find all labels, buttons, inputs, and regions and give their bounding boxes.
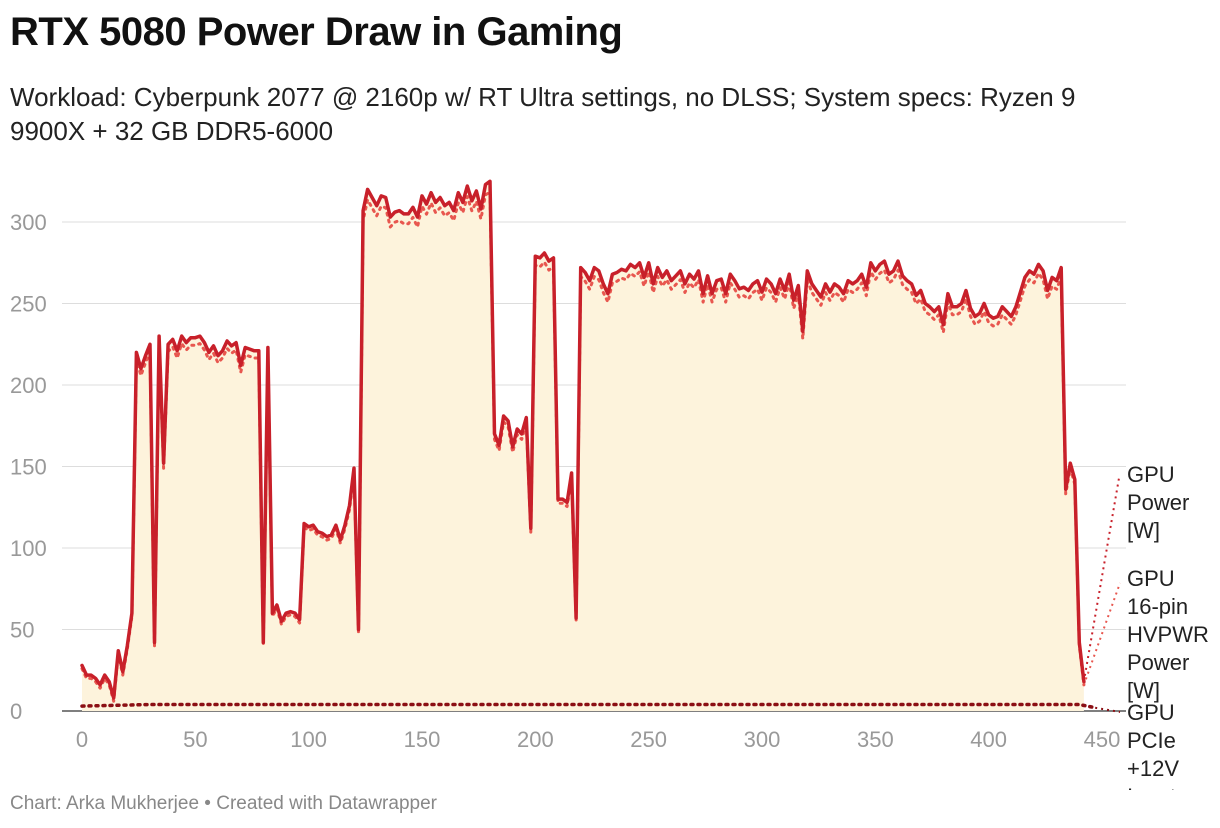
footer-credit: Chart: Arka Mukherjee xyxy=(10,793,200,814)
x-tick-label-0: 0 xyxy=(76,727,88,752)
y-tick-label-200: 200 xyxy=(10,373,47,398)
series-line-hvpwr-power xyxy=(80,190,1086,703)
y-tick-label-250: 250 xyxy=(10,292,47,317)
leader-pcie-power xyxy=(1095,706,1121,713)
x-tick-label-200: 200 xyxy=(517,727,554,752)
x-tick-label-450: 450 xyxy=(1084,727,1121,752)
area-fill xyxy=(82,181,1084,712)
series-line-pcie-power xyxy=(80,702,1097,710)
y-axis-labels: 0 50 100 150 200 250 300 xyxy=(10,210,47,724)
x-tick-label-300: 300 xyxy=(744,727,781,752)
x-tick-label-50: 50 xyxy=(183,727,207,752)
footer-separator: • xyxy=(199,793,217,814)
series-line-gpu-power xyxy=(80,179,1086,700)
y-tick-label-150: 150 xyxy=(10,455,47,480)
footer-tool: Created with Datawrapper xyxy=(216,793,437,814)
series-lines xyxy=(80,179,1097,710)
x-tick-label-350: 350 xyxy=(857,727,894,752)
leader-hvpwr-power xyxy=(1082,582,1121,686)
x-tick-label-250: 250 xyxy=(630,727,667,752)
y-tick-label-100: 100 xyxy=(10,536,47,561)
x-tick-label-100: 100 xyxy=(290,727,327,752)
chart-subtitle: Workload: Cyberpunk 2077 @ 2160p w/ RT U… xyxy=(10,82,1076,146)
x-axis-labels: 0 50 100 150 200 250 300 350 400 450 xyxy=(76,727,1120,752)
leader-gpu-power xyxy=(1082,477,1120,682)
inline-legend: GPU Power [W] GPU 16-pin HVPWR Power [W]GPU PCIe… xyxy=(1082,462,1209,790)
legend-label-gpu-power: GPU Power [W] xyxy=(1127,462,1189,543)
chart-footer: Chart: Arka Mukherjee • Created with Dat… xyxy=(10,793,437,815)
power-chart: 0 50 100 150 200 250 300 0 50 100 150 200 250 300 350… xyxy=(10,179,1209,790)
y-tick-label-50: 50 xyxy=(10,618,34,643)
y-tick-label-300: 300 xyxy=(10,210,47,235)
x-tick-label-150: 150 xyxy=(404,727,441,752)
x-tick-label-400: 400 xyxy=(970,727,1007,752)
y-tick-label-0: 0 xyxy=(10,699,22,724)
legend-label-hvpwr-power: GPU 16-pin HVPWR Power [W] xyxy=(1127,566,1209,703)
area-under-gpu-power xyxy=(82,181,1084,712)
chart-title: RTX 5080 Power Draw in Gaming xyxy=(10,10,623,54)
